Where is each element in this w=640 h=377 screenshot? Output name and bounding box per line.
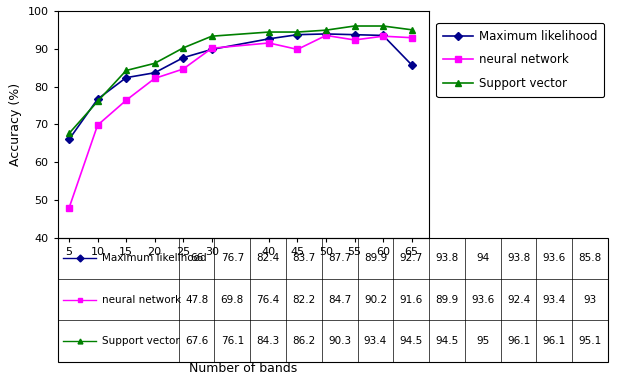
Text: neural network: neural network — [102, 295, 180, 305]
Support vector — [322, 28, 330, 32]
Text: 82.2: 82.2 — [292, 295, 316, 305]
neural network — [265, 41, 273, 45]
Text: 93.8: 93.8 — [507, 253, 530, 263]
neural network — [380, 34, 387, 38]
Text: 90.2: 90.2 — [364, 295, 387, 305]
Text: 66: 66 — [190, 253, 204, 263]
Text: 93.8: 93.8 — [435, 253, 459, 263]
Text: 76.1: 76.1 — [221, 336, 244, 346]
neural network — [208, 46, 216, 51]
neural network — [93, 123, 101, 127]
Maximum likelihood — [351, 32, 358, 37]
Text: 90.3: 90.3 — [328, 336, 351, 346]
Support vector — [208, 34, 216, 38]
Y-axis label: Accuracy (%): Accuracy (%) — [9, 83, 22, 166]
Support vector — [294, 30, 301, 34]
Maximum likelihood — [208, 47, 216, 52]
Text: Number of bands: Number of bands — [189, 362, 298, 375]
Support vector — [122, 68, 130, 73]
Maximum likelihood — [179, 55, 187, 60]
Text: 96.1: 96.1 — [507, 336, 530, 346]
Text: 87.7: 87.7 — [328, 253, 351, 263]
Text: Maximum likelihood: Maximum likelihood — [102, 253, 206, 263]
neural network — [322, 33, 330, 38]
Maximum likelihood — [380, 33, 387, 38]
Line: Support vector: Support vector — [65, 23, 415, 137]
Text: 82.4: 82.4 — [257, 253, 280, 263]
neural network — [294, 47, 301, 52]
Support vector — [65, 131, 73, 136]
Text: 92.4: 92.4 — [507, 295, 530, 305]
Support vector — [265, 30, 273, 34]
neural network — [351, 38, 358, 42]
Line: neural network: neural network — [67, 33, 415, 211]
Text: 76.4: 76.4 — [257, 295, 280, 305]
Maximum likelihood — [93, 97, 101, 101]
Text: 93.6: 93.6 — [471, 295, 495, 305]
Maximum likelihood — [65, 137, 73, 142]
Support vector — [151, 61, 159, 66]
Maximum likelihood — [408, 63, 415, 67]
Maximum likelihood — [151, 70, 159, 75]
Text: 94: 94 — [476, 253, 490, 263]
Text: 95.1: 95.1 — [579, 336, 602, 346]
Text: 92.7: 92.7 — [399, 253, 423, 263]
Text: 93.4: 93.4 — [364, 336, 387, 346]
Text: 91.6: 91.6 — [399, 295, 423, 305]
Maximum likelihood — [122, 75, 130, 80]
Text: 96.1: 96.1 — [543, 336, 566, 346]
Support vector — [380, 24, 387, 28]
neural network — [151, 76, 159, 81]
Text: 83.7: 83.7 — [292, 253, 316, 263]
Support vector — [93, 99, 101, 104]
Text: 93.4: 93.4 — [543, 295, 566, 305]
Text: 84.3: 84.3 — [257, 336, 280, 346]
Support vector — [408, 28, 415, 32]
Text: 89.9: 89.9 — [435, 295, 459, 305]
Text: 86.2: 86.2 — [292, 336, 316, 346]
Maximum likelihood — [265, 37, 273, 41]
neural network — [122, 98, 130, 103]
neural network — [408, 35, 415, 40]
Maximum likelihood — [294, 32, 301, 37]
Text: Support vector: Support vector — [102, 336, 179, 346]
Text: 94.5: 94.5 — [435, 336, 459, 346]
Maximum likelihood — [322, 32, 330, 36]
Support vector — [179, 46, 187, 50]
Text: 89.9: 89.9 — [364, 253, 387, 263]
Legend: Maximum likelihood, neural network, Support vector: Maximum likelihood, neural network, Supp… — [436, 23, 604, 97]
Text: 93.6: 93.6 — [543, 253, 566, 263]
neural network — [65, 206, 73, 210]
Text: 69.8: 69.8 — [221, 295, 244, 305]
Text: 93: 93 — [584, 295, 596, 305]
neural network — [179, 67, 187, 71]
Text: 84.7: 84.7 — [328, 295, 351, 305]
Text: 85.8: 85.8 — [579, 253, 602, 263]
Text: 95: 95 — [476, 336, 490, 346]
Text: 76.7: 76.7 — [221, 253, 244, 263]
Support vector — [351, 24, 358, 28]
Text: 94.5: 94.5 — [399, 336, 423, 346]
Text: 67.6: 67.6 — [185, 336, 208, 346]
Text: 47.8: 47.8 — [185, 295, 208, 305]
Line: Maximum likelihood: Maximum likelihood — [67, 31, 415, 142]
